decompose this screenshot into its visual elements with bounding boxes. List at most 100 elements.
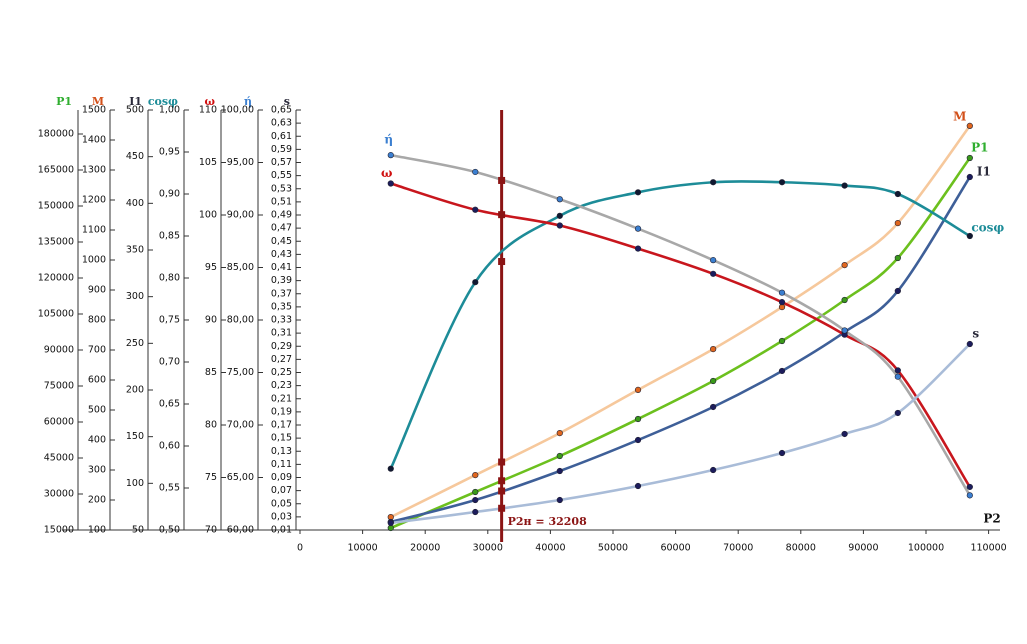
y-tick-label: 1100 — [82, 225, 106, 236]
y-tick-label: 0,09 — [271, 472, 292, 483]
point — [778, 289, 786, 296]
y-tick-label: 0,57 — [271, 157, 292, 168]
point — [841, 327, 848, 334]
x-tick-label: 60000 — [660, 543, 690, 554]
point — [710, 377, 717, 385]
point — [556, 222, 563, 229]
y-tick-label: 90,00 — [227, 210, 254, 221]
y-tick-label: 1200 — [82, 195, 106, 206]
y-tick-label: 0,05 — [271, 498, 292, 509]
point — [966, 154, 973, 162]
y-tick-label: 60,00 — [227, 525, 254, 536]
y-tick-label: 0,17 — [271, 420, 292, 431]
y-tick-label: 80,00 — [227, 315, 254, 326]
point — [841, 430, 848, 438]
point — [472, 488, 479, 496]
x-tick-label: 100000 — [908, 543, 944, 554]
y-tick-label: 135000 — [38, 237, 74, 248]
y-tick-label: 95 — [205, 262, 217, 273]
y-tick-label: 180000 — [38, 129, 74, 140]
point — [778, 449, 786, 457]
y-tick-label: 0,53 — [271, 183, 292, 194]
y-axis-title: ω — [205, 95, 216, 108]
y-tick-label: 45000 — [44, 453, 74, 464]
point — [634, 225, 642, 232]
y-tick-label: 100,00 — [221, 105, 254, 116]
y-tick-label: 0,15 — [271, 433, 292, 444]
point — [710, 403, 717, 411]
y-tick-label: 900 — [88, 285, 106, 296]
y-tick-label: 1400 — [82, 135, 106, 146]
point — [710, 270, 717, 277]
intersection-marker — [498, 487, 506, 495]
point — [556, 452, 563, 460]
y-tick-label: 500 — [88, 405, 106, 416]
y-tick-label: 0,03 — [271, 511, 292, 522]
y-tick-label: 0,65 — [159, 399, 180, 410]
y-tick-label: 1,00 — [159, 105, 180, 116]
point — [778, 337, 786, 345]
point — [472, 496, 479, 504]
point — [710, 179, 717, 186]
y-tick-label: 800 — [88, 315, 106, 326]
y-tick-label: 90000 — [44, 345, 74, 356]
point — [894, 373, 901, 380]
y-tick-label: 0,60 — [159, 441, 180, 452]
y-tick-label: 0,19 — [271, 406, 292, 417]
y-tick-label: 1300 — [82, 165, 106, 176]
y-tick-label: 120000 — [38, 273, 74, 284]
y-tick-label: 75000 — [44, 381, 74, 392]
y-tick-label: 0,11 — [271, 459, 292, 470]
series-label: I1 — [977, 165, 991, 179]
y-tick-label: 50 — [132, 525, 144, 536]
series-line — [390, 182, 971, 488]
y-tick-label: 0,59 — [271, 144, 292, 155]
x-tick-label: 20000 — [410, 543, 440, 554]
point — [894, 287, 901, 295]
y-tick-label: 700 — [88, 345, 106, 356]
intersection-marker — [498, 504, 506, 512]
y-tick-label: 0,31 — [271, 328, 292, 339]
point — [966, 122, 973, 129]
y-tick-label: 0,21 — [271, 393, 292, 404]
y-axis-title: s — [284, 95, 290, 108]
y-tick-label: 0,47 — [271, 223, 292, 234]
y-tick-label: 85,00 — [227, 262, 254, 273]
point — [387, 180, 394, 187]
y-tick-label: 0,75 — [159, 315, 180, 326]
point — [841, 262, 848, 269]
y-tick-label: 0,37 — [271, 288, 292, 299]
point — [387, 152, 394, 159]
y-tick-label: 300 — [88, 465, 106, 476]
point — [778, 179, 786, 186]
y-tick-label: 0,43 — [271, 249, 292, 260]
y-tick-label: 150000 — [38, 201, 74, 212]
x-tick-label: 80000 — [786, 543, 816, 554]
point — [710, 257, 717, 264]
point — [778, 299, 786, 306]
y-tick-label: 0,95 — [159, 147, 180, 158]
y-tick-label: 200 — [126, 385, 144, 396]
y-tick-label: 100 — [199, 210, 217, 221]
y-tick-label: 0,27 — [271, 354, 292, 365]
point — [966, 232, 973, 240]
point — [387, 465, 394, 472]
series-line — [389, 180, 971, 470]
y-tick-label: 0,49 — [271, 210, 292, 221]
y-tick-label: 70,00 — [227, 420, 254, 431]
y-tick-label: 0,07 — [271, 485, 292, 496]
y-tick-label: 80 — [205, 420, 217, 431]
x-tick-label: 30000 — [473, 543, 503, 554]
point — [472, 508, 479, 516]
y-tick-label: 300 — [126, 291, 144, 302]
series-label: s — [972, 327, 979, 341]
intersection-marker — [498, 176, 506, 184]
y-tick-label: 0,50 — [159, 525, 180, 536]
y-tick-label: 95,00 — [227, 157, 254, 168]
y-tick-label: 500 — [126, 105, 144, 116]
point — [387, 519, 394, 527]
y-axis-title: ή — [244, 95, 252, 108]
x-tick-label: 40000 — [535, 543, 565, 554]
point — [634, 482, 642, 490]
